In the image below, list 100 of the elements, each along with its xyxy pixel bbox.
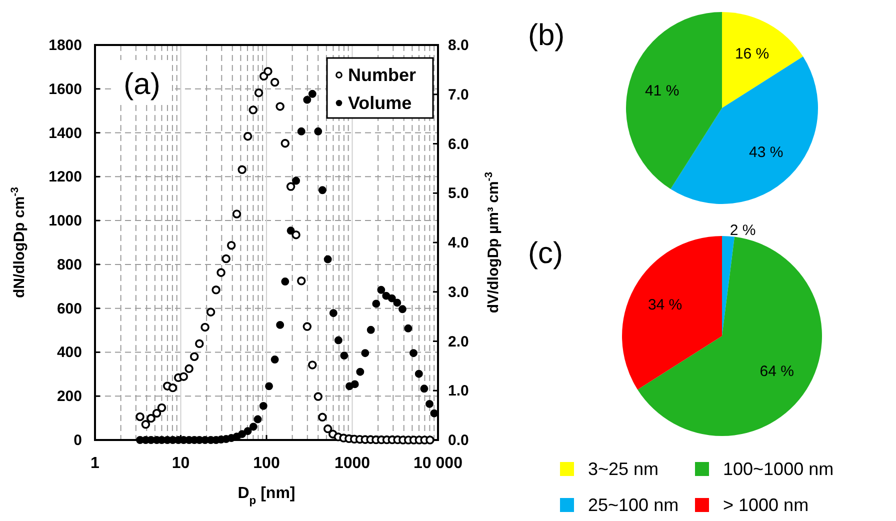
y2-tick-label: 0.0	[448, 432, 469, 449]
y-tick-label: 1200	[48, 168, 82, 186]
legend-label: > 1000 nm	[723, 495, 809, 515]
y2-tick-label: 2.0	[448, 333, 469, 350]
y-tick-label: 1600	[48, 80, 82, 98]
chart-title: (b)	[528, 19, 565, 52]
point	[356, 368, 364, 376]
point	[270, 78, 280, 87]
point	[276, 102, 284, 111]
point	[254, 88, 264, 98]
point	[292, 176, 300, 185]
point	[222, 254, 230, 264]
x-tick-label: 1000	[334, 455, 370, 472]
point	[323, 424, 332, 434]
point	[276, 320, 284, 329]
point	[303, 96, 312, 104]
y2-tick-label: 7.0	[448, 86, 469, 104]
x-tick-label: 100	[253, 455, 280, 472]
y2-tick-label: 1.0	[448, 382, 469, 400]
point	[249, 422, 258, 431]
y-tick-label: 200	[56, 388, 82, 406]
point	[226, 240, 236, 250]
point	[152, 408, 162, 418]
point	[308, 360, 317, 370]
point	[350, 380, 359, 388]
point	[206, 308, 216, 316]
point	[286, 182, 296, 191]
legend-label: Number	[348, 65, 416, 85]
chart-title: (c)	[528, 237, 563, 270]
point	[410, 349, 418, 358]
point	[238, 165, 246, 174]
point	[377, 286, 386, 294]
point	[361, 349, 370, 358]
point	[340, 352, 348, 360]
y2-tick-label: 6.0	[448, 136, 469, 153]
point	[414, 370, 423, 378]
point	[243, 132, 252, 141]
y-tick-label: 400	[56, 344, 82, 362]
x-tick-label: 10	[172, 455, 190, 472]
point	[238, 430, 246, 438]
data-label: 41 %	[644, 82, 680, 100]
point	[179, 372, 188, 381]
point	[398, 305, 406, 314]
point	[286, 226, 295, 235]
y2-tick-label: 5.0	[448, 185, 469, 202]
y-tick-label: 800	[56, 256, 82, 274]
point	[314, 392, 323, 401]
point	[281, 278, 290, 286]
y2-tick-label: 8.0	[448, 37, 469, 54]
pie-slice	[622, 236, 722, 390]
point	[314, 127, 322, 136]
point	[248, 106, 258, 114]
point	[200, 322, 210, 332]
point	[244, 427, 252, 436]
point	[372, 300, 380, 308]
point	[302, 322, 312, 331]
point	[324, 255, 332, 264]
data-label: 2 %	[730, 222, 756, 240]
point	[308, 90, 316, 98]
point	[232, 210, 242, 218]
point	[141, 420, 150, 429]
point	[184, 364, 194, 374]
point	[259, 402, 268, 410]
point	[254, 415, 262, 424]
text: (a)	[124, 68, 160, 101]
point	[265, 382, 273, 390]
pie-slice	[626, 12, 722, 190]
point	[136, 412, 144, 422]
data-label: 34 %	[648, 296, 682, 314]
point	[296, 276, 306, 286]
point	[212, 286, 220, 294]
data-label: 16 %	[734, 45, 770, 62]
point	[420, 384, 428, 393]
legend-label: 3~25 nm	[588, 459, 659, 479]
point	[157, 403, 166, 412]
point	[334, 336, 342, 344]
point	[366, 326, 375, 334]
point	[318, 186, 326, 194]
point	[426, 400, 434, 408]
legend-label: Volume	[348, 93, 412, 113]
point	[280, 138, 290, 148]
point	[329, 309, 338, 318]
x-tick-label: 10 000	[414, 455, 463, 472]
y-tick-label: 600	[56, 300, 82, 318]
point	[393, 298, 402, 307]
point	[388, 294, 396, 302]
x-tick-label: 1	[90, 455, 100, 472]
point	[292, 230, 300, 240]
y2-tick-label: 3.0	[448, 284, 469, 301]
point	[146, 414, 156, 423]
y-tick-label: 1000	[48, 212, 82, 230]
y2-tick-label: 4.0	[448, 234, 469, 252]
point	[216, 268, 226, 277]
point	[426, 436, 434, 444]
point	[168, 383, 178, 392]
pie-slice	[722, 12, 804, 108]
data-label: 64 %	[760, 362, 794, 380]
y-tick-label: 1800	[48, 37, 82, 54]
point	[404, 324, 412, 332]
data-label: 43 %	[749, 144, 784, 162]
